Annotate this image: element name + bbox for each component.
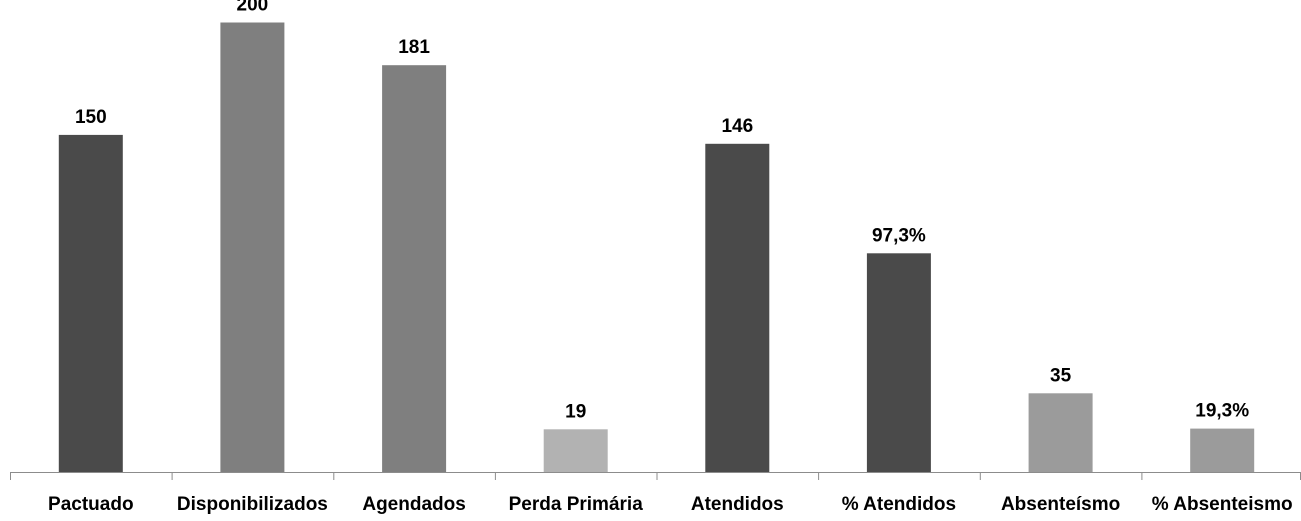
- data-label: 35: [1050, 365, 1072, 386]
- data-label: 150: [75, 107, 107, 128]
- bar: [705, 143, 770, 473]
- data-labels-group: 150 200 181 19 146 97,3% 35 19,3%: [75, 0, 1249, 422]
- x-tick-label: Atendidos: [691, 494, 784, 515]
- bar: [866, 253, 931, 472]
- x-axis: [10, 472, 1301, 480]
- x-tick-label: Pactuado: [48, 494, 134, 515]
- data-label: 181: [398, 37, 430, 58]
- bar: [220, 22, 285, 472]
- x-tick-label: Absenteísmo: [1001, 494, 1120, 515]
- x-tick-label: Perda Primária: [509, 494, 644, 515]
- bar: [1028, 393, 1093, 472]
- bar: [543, 429, 608, 472]
- bar: [1190, 428, 1255, 472]
- bar: [382, 65, 447, 472]
- data-label: 19: [565, 401, 586, 422]
- data-label: 200: [237, 0, 269, 16]
- data-label: 97,3%: [872, 225, 926, 246]
- x-tick-label: Agendados: [362, 494, 465, 515]
- x-tick-label: % Absenteismo: [1152, 494, 1293, 515]
- x-tick-label: Disponibilizados: [177, 494, 328, 515]
- bars-group: [58, 22, 1255, 473]
- data-label: 146: [721, 116, 753, 137]
- bar: [58, 134, 123, 472]
- x-tick-labels-group: Pactuado Disponibilizados Agendados Perda P…: [48, 494, 1293, 515]
- data-label: 19,3%: [1195, 401, 1249, 422]
- x-tick-label: % Atendidos: [842, 494, 956, 515]
